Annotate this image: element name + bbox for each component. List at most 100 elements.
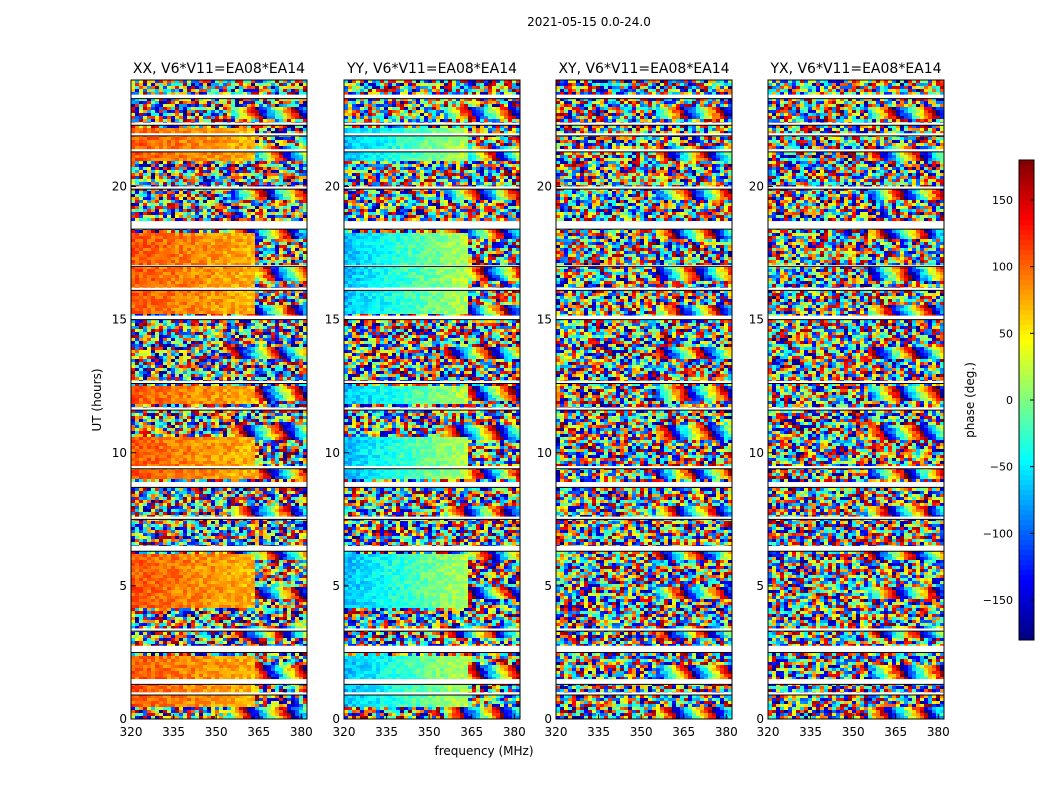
heatmap-cell [207,146,211,149]
heatmap-cell [287,152,291,155]
heatmap-cell [267,116,271,119]
heatmap-cell [135,152,139,155]
heatmap-cell [299,146,303,149]
heatmap-cell [155,158,159,161]
heatmap-cell [231,92,235,95]
heatmap-cell [191,152,195,155]
heatmap-cell [139,101,143,104]
heatmap-cells [131,80,307,719]
heatmap-cell [263,107,267,110]
heatmap-cell [259,101,263,104]
heatmap-cell [147,104,151,107]
heatmap-cell [163,152,167,155]
heatmap-cell [299,113,303,116]
heatmap-cell [215,89,219,92]
heatmap-cell [147,128,151,131]
heatmap-cell [175,116,179,119]
heatmap-cell [195,113,199,116]
heatmap-cell [295,101,299,104]
heatmap-cell [243,143,247,146]
heatmap-cell [259,92,263,95]
heatmap-cell [227,146,231,149]
heatmap-cell [279,83,283,86]
heatmap-cell [247,113,251,116]
heatmap-cell [295,116,299,119]
heatmap-cell [271,83,275,86]
heatmap-cell [131,113,135,116]
heatmap-cell [147,146,151,149]
heatmap-cell [295,128,299,131]
heatmap-cell [203,143,207,146]
heatmap-cell [279,89,283,92]
heatmap-cell [283,116,287,119]
heatmap-cell [131,110,135,113]
heatmap-cell [251,86,255,89]
heatmap-cell [219,113,223,116]
heatmap-cell [303,86,307,89]
heatmap-cell [223,146,227,149]
heatmap-cell [239,86,243,89]
heatmap-cell [295,89,299,92]
heatmap-cell [263,83,267,86]
heatmap-cell [275,116,279,119]
heatmap-cell [207,92,211,95]
heatmap-cell [227,104,231,107]
heatmap-cell [291,128,295,131]
heatmap-cell [163,158,167,161]
heatmap-cell [271,92,275,95]
heatmap-cell [199,92,203,95]
heatmap-cell [163,89,167,92]
heatmap-cell [219,110,223,113]
heatmap-cell [187,101,191,104]
heatmap-cell [243,101,247,104]
heatmap-cell [179,83,183,86]
heatmap-cell [143,140,147,143]
heatmap-cell [227,110,231,113]
heatmap-cell [267,86,271,89]
heatmap-cell [179,155,183,158]
heatmap-cell [155,101,159,104]
heatmap-cell [131,119,135,122]
heatmap-cell [163,116,167,119]
heatmap-cell [231,89,235,92]
heatmap-cell [215,116,219,119]
heatmap-cell [147,158,151,161]
heatmap-cell [187,119,191,122]
heatmap-cell [195,146,199,149]
heatmap-cell [147,143,151,146]
heatmap-cell [255,137,259,140]
heatmap-cell [239,155,243,158]
heatmap-cell [147,92,151,95]
heatmap-cell [275,146,279,149]
heatmap-cell [239,116,243,119]
heatmap-cell [195,92,199,95]
heatmap-cell [171,83,175,86]
heatmap-cell [231,146,235,149]
heatmap-cell [283,107,287,110]
heatmap-cell [167,107,171,110]
heatmap-cell [151,92,155,95]
heatmap-cell [271,113,275,116]
heatmap-cell [179,128,183,131]
heatmap-cell [155,140,159,143]
heatmap-cell [275,119,279,122]
heatmap-cell [163,92,167,95]
heatmap-cell [179,107,183,110]
heatmap-cell [151,119,155,122]
heatmap-cell [211,137,215,140]
heatmap-cell [183,128,187,131]
heatmap-cell [143,89,147,92]
heatmap-cell [263,128,267,131]
heatmap-cell [247,143,251,146]
heatmap-cell [163,137,167,140]
heatmap-cell [231,110,235,113]
heatmap-cell [151,137,155,140]
heatmap-cell [191,86,195,89]
heatmap-cell [155,155,159,158]
heatmap-cell [299,92,303,95]
heatmap-cell [167,110,171,113]
heatmap-cell [187,89,191,92]
heatmap-cell [283,119,287,122]
heatmap-cell [131,101,135,104]
